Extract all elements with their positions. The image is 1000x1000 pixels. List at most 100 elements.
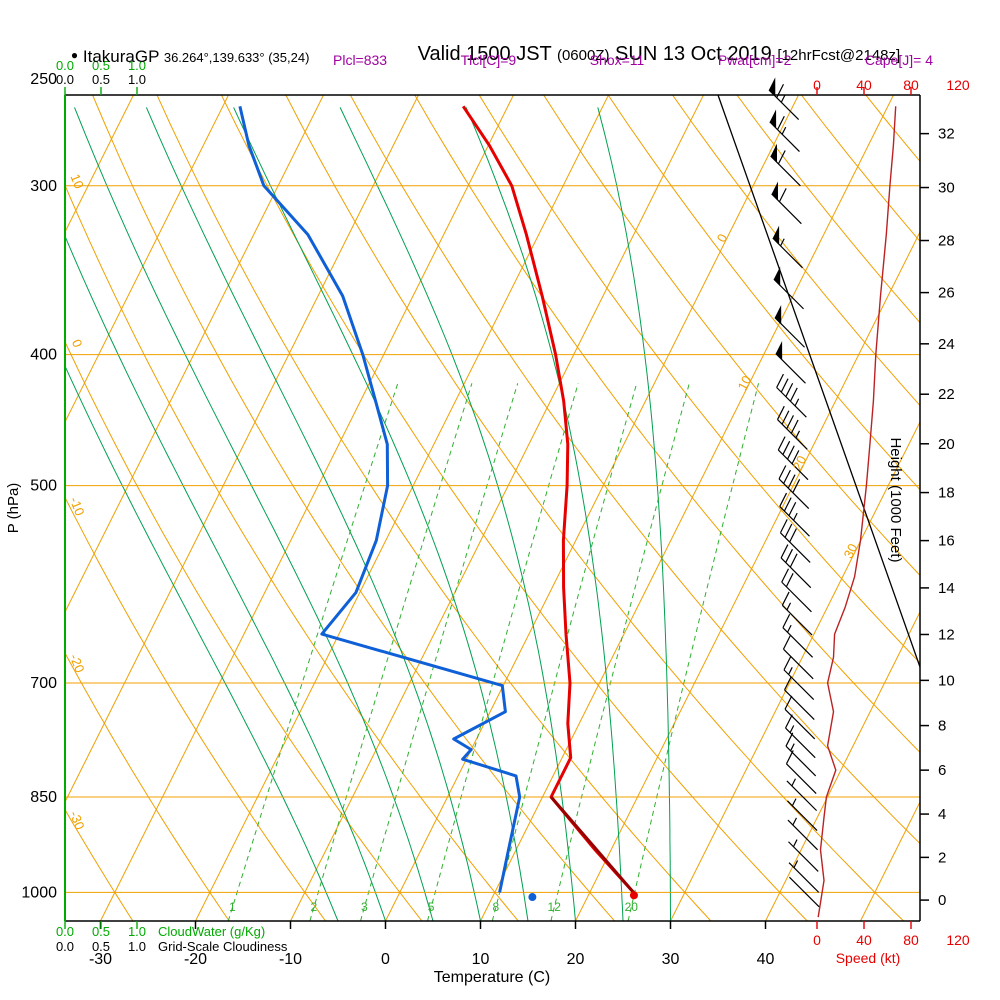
wind-barb-pennant	[773, 266, 781, 286]
cloudwater-axis-title: CloudWater (g/Kg)	[158, 924, 265, 939]
wind-barb-half-feather	[793, 860, 799, 868]
dry-adiabat-line	[65, 184, 519, 921]
height-tick-label: 22	[938, 386, 955, 403]
height-tick-label: 32	[938, 126, 955, 143]
surface-dewpoint-dot	[528, 893, 537, 902]
station-name: ItakuraGP	[78, 47, 164, 66]
dry-adiabat-line	[414, 95, 920, 754]
cloudiness-tick-label-bottom: 0.5	[92, 939, 110, 954]
wind-barb-feather	[787, 474, 796, 489]
index-cape: Cape[J]= 4	[864, 52, 933, 68]
region-boundary-line	[717, 94, 921, 668]
height-tick-label: 8	[938, 718, 946, 735]
cloudiness-tick-label-bottom: 1.0	[128, 939, 146, 954]
wind-barb-half-feather	[786, 602, 792, 611]
height-tick-label: 24	[938, 336, 955, 353]
speed-axis-title: Speed (kt)	[836, 950, 901, 966]
dry-adiabat-line	[285, 95, 904, 921]
wind-barb-half-feather	[786, 624, 792, 633]
wind-barb-feather	[777, 436, 786, 451]
moist-adiabat-line	[339, 107, 576, 921]
dry-adiabat-line	[65, 340, 423, 921]
wind-barb-feather	[783, 656, 792, 671]
speed-tick-label-bottom: 120	[946, 932, 970, 948]
wind-barb-staff	[786, 763, 817, 794]
wind-barb-half-feather	[794, 398, 800, 407]
temperature-tick-label: 30	[662, 951, 680, 968]
wind-barb-staff	[777, 419, 808, 450]
cloudiness-tick-label-top: 0.5	[92, 72, 110, 87]
moist-adiabat-line	[74, 107, 434, 921]
isotherm-label: 10	[735, 373, 755, 393]
wind-barb-half-feather	[780, 94, 786, 103]
mixing-ratio-label: 20	[625, 900, 639, 914]
moist-adiabat-line	[597, 107, 671, 921]
dry-adiabat-line	[671, 95, 920, 407]
dewpoint-profile-line	[238, 105, 522, 893]
wind-barb-pennant	[774, 305, 782, 324]
wind-barb-half-feather	[789, 725, 795, 733]
speed-tick-label-top: 0	[813, 77, 821, 93]
wind-barb-feather	[778, 188, 787, 203]
mixing-ratio-line	[309, 383, 473, 921]
wind-barb-feather	[777, 115, 785, 130]
wind-barb-feather	[784, 714, 793, 729]
dry-adiabat-line	[926, 90, 1000, 921]
wind-barb-feather	[788, 501, 797, 516]
station-coords: 36.264°,139.633° (35,24)	[163, 50, 310, 65]
wind-barb-feather	[789, 553, 798, 568]
dry-adiabat-label: -30	[67, 809, 88, 832]
mixing-ratio-label: 1	[229, 900, 236, 914]
height-tick-label: 12	[938, 626, 955, 643]
wind-barb-feather	[780, 544, 789, 559]
isotherm-label: 0	[714, 231, 731, 244]
wind-barb-feather	[781, 591, 790, 606]
wind-barb-staff	[788, 876, 820, 908]
wind-barb-staff	[784, 689, 815, 721]
wind-barbs	[768, 77, 820, 908]
wind-barb-half-feather	[788, 667, 793, 675]
dry-adiabat-line	[92, 95, 615, 921]
cloudwater-tick-label-bottom: 0.5	[92, 924, 110, 939]
height-tick-label: 14	[938, 580, 955, 597]
cloudwater-tick-label-bottom: 0.0	[56, 924, 74, 939]
wind-barb-half-feather	[792, 817, 798, 826]
wind-barb-staff	[780, 557, 812, 589]
wind-barb-half-feather	[793, 512, 798, 521]
wind-barb-staff	[783, 669, 815, 701]
cloudiness-tick-label-top: 1.0	[128, 72, 146, 87]
mixing-ratio-line	[550, 383, 690, 921]
wind-barb-feather	[786, 445, 795, 460]
wind-barb-staff	[785, 745, 817, 777]
cloudiness-tick-label-top: 0.0	[56, 72, 74, 87]
valid-z: (0600Z)	[556, 47, 610, 64]
height-tick-label: 18	[938, 485, 955, 502]
height-tick-label: 2	[938, 849, 946, 866]
dry-adiabat-label: 10	[68, 172, 87, 191]
wind-barb-feather	[778, 465, 787, 480]
height-axis-title: Height (1000 Feet)	[887, 437, 904, 562]
wind-barb-staff	[777, 449, 809, 481]
wind-barb-feather	[782, 635, 791, 650]
wind-barb-feather	[781, 568, 790, 583]
dry-adiabat-line	[736, 95, 920, 324]
wind-barb-feather	[789, 387, 798, 402]
index-plcl: Plcl=833	[333, 52, 388, 68]
wind-barb-half-feather	[792, 839, 798, 847]
wind-barb-feather	[785, 573, 794, 587]
valid-title: Valid 1500 JST (0600Z) SUN 13 Oct 2019 […	[350, 25, 950, 84]
isotherm-line	[195, 95, 609, 921]
wind-barb-half-feather	[780, 238, 785, 247]
isotherm-line	[65, 95, 419, 804]
wind-barb-half-feather	[791, 778, 796, 787]
moist-adiabat-line	[233, 107, 529, 921]
moist-adiabat-line	[465, 107, 624, 921]
stability-indices: Plcl=833 Tlcl[C]=9 Shox=11 Pwat[cm]=2 Ca…	[333, 52, 933, 68]
wind-barb-feather	[782, 613, 791, 628]
pressure-tick-label: 1000	[21, 884, 57, 901]
moist-adiabat-line	[65, 364, 339, 921]
dry-adiabat-line	[65, 808, 134, 921]
wind-barb-feather	[791, 450, 800, 465]
